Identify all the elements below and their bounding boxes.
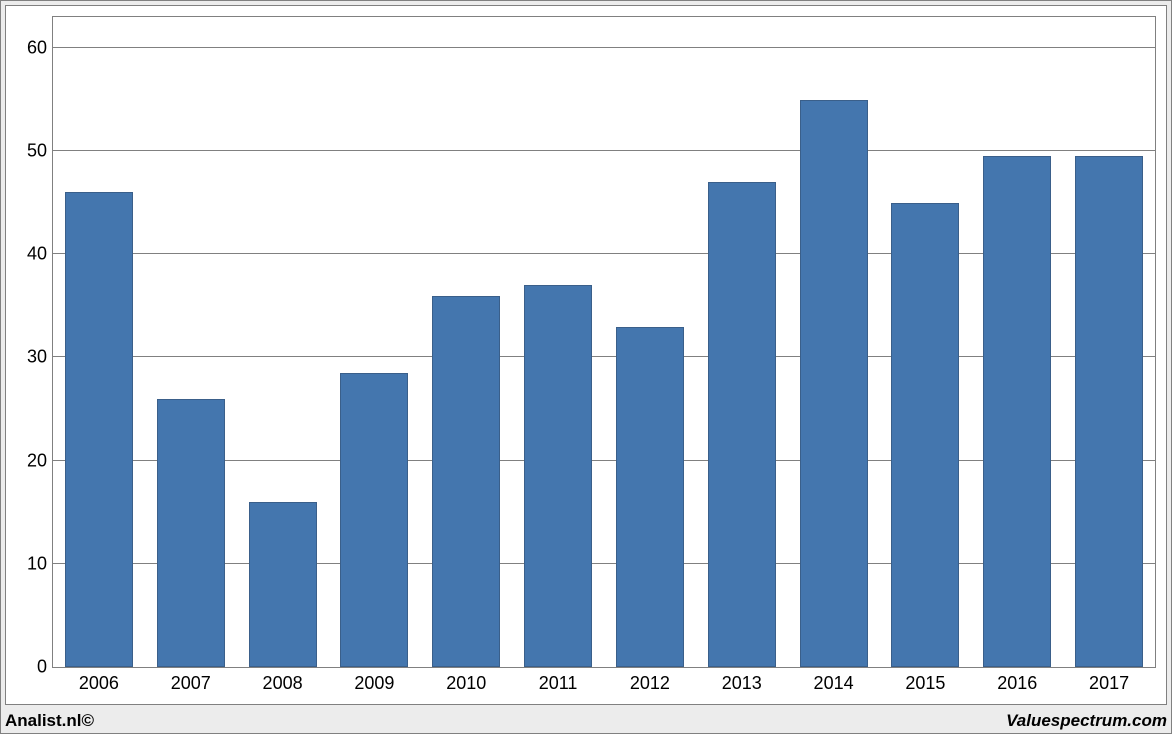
y-axis-label: 0 bbox=[37, 657, 53, 678]
bar bbox=[524, 285, 592, 667]
bar bbox=[983, 156, 1051, 667]
y-axis-label: 30 bbox=[27, 347, 53, 368]
x-axis-label: 2010 bbox=[446, 667, 486, 694]
y-axis-label: 40 bbox=[27, 244, 53, 265]
bar bbox=[616, 327, 684, 667]
x-axis-label: 2007 bbox=[171, 667, 211, 694]
bar bbox=[432, 296, 500, 667]
x-axis-label: 2013 bbox=[722, 667, 762, 694]
x-axis-label: 2016 bbox=[997, 667, 1037, 694]
bar bbox=[891, 203, 959, 667]
x-axis-label: 2012 bbox=[630, 667, 670, 694]
x-axis-label: 2006 bbox=[79, 667, 119, 694]
footer-left: Analist.nl© bbox=[5, 711, 94, 731]
bar bbox=[800, 100, 868, 667]
y-axis-label: 20 bbox=[27, 450, 53, 471]
chart-container: 0 10 20 30 40 50 60 2006 2007 2008 2009 2010 2011 201… bbox=[5, 5, 1167, 705]
bar bbox=[340, 373, 408, 667]
bar bbox=[65, 192, 133, 667]
x-axis-label: 2008 bbox=[263, 667, 303, 694]
y-axis-label: 10 bbox=[27, 553, 53, 574]
x-axis-label: 2015 bbox=[905, 667, 945, 694]
bar bbox=[1075, 156, 1143, 667]
x-axis-label: 2017 bbox=[1089, 667, 1129, 694]
bars-row bbox=[53, 17, 1155, 667]
y-axis-label: 60 bbox=[27, 37, 53, 58]
x-axis-label: 2009 bbox=[354, 667, 394, 694]
y-axis-label: 50 bbox=[27, 141, 53, 162]
x-axis-label: 2014 bbox=[814, 667, 854, 694]
bar bbox=[249, 502, 317, 667]
footer-right: Valuespectrum.com bbox=[1006, 711, 1167, 731]
bar bbox=[708, 182, 776, 667]
x-axis-label: 2011 bbox=[539, 667, 578, 694]
footer: Analist.nl© Valuespectrum.com bbox=[5, 709, 1167, 731]
plot-area: 0102030405060200620072008200920102011201… bbox=[52, 16, 1156, 668]
chart-frame: 0 10 20 30 40 50 60 2006 2007 2008 2009 2010 2011 201… bbox=[0, 0, 1172, 734]
bar bbox=[157, 399, 225, 667]
